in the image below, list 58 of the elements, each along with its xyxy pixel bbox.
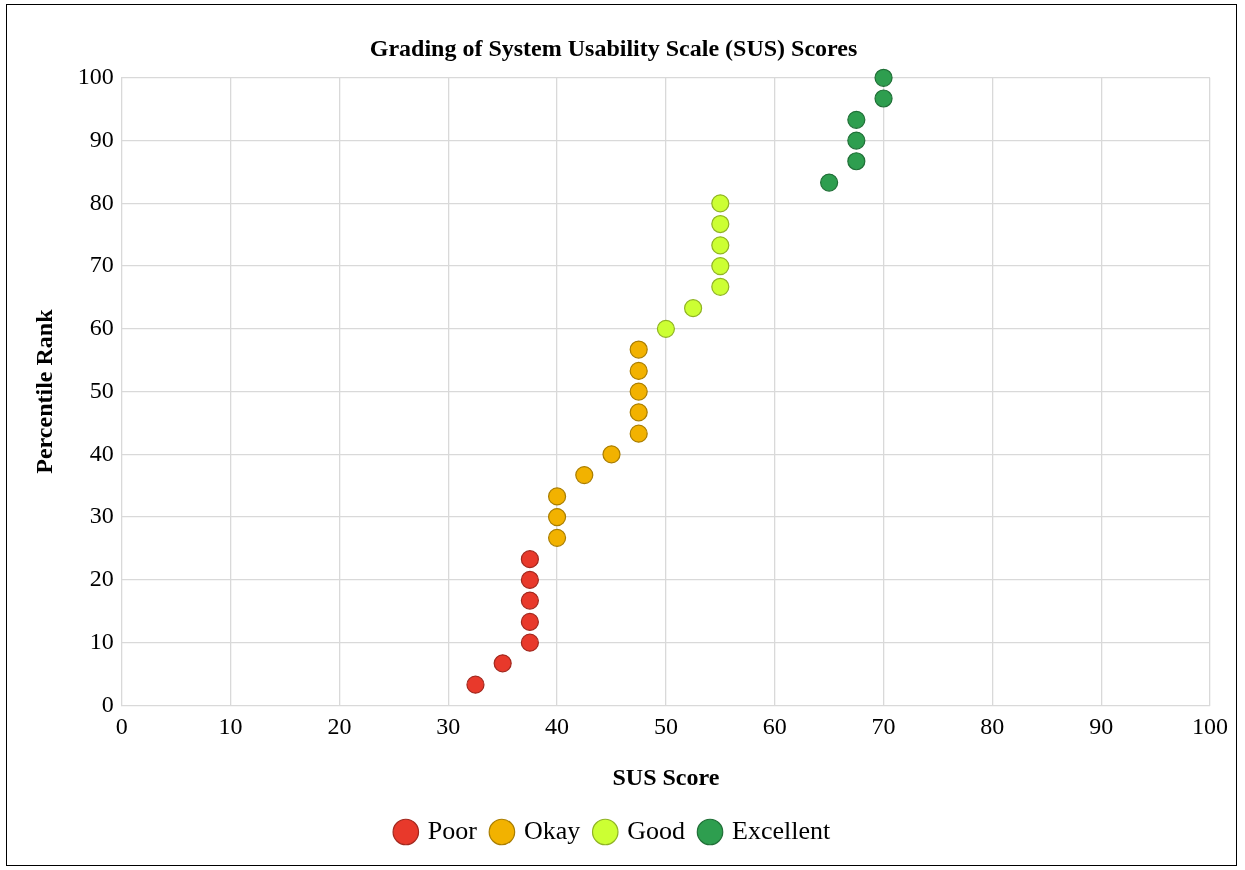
legend-label: Poor	[427, 815, 478, 845]
legend-label: Good	[627, 815, 686, 845]
legend-label: Excellent	[732, 815, 831, 845]
point	[575, 465, 594, 485]
point	[847, 131, 866, 150]
point	[711, 256, 730, 276]
y-tick-label: 90	[89, 125, 114, 152]
point	[547, 487, 567, 506]
point	[629, 424, 648, 443]
y-tick-label: 20	[89, 565, 114, 592]
y-tick-label: 40	[89, 439, 114, 466]
point	[520, 633, 539, 652]
point	[520, 612, 539, 632]
x-tick-label: 60	[762, 713, 787, 740]
y-tick-label: 60	[89, 314, 114, 341]
point	[602, 445, 621, 464]
point	[684, 299, 703, 318]
point	[520, 570, 539, 589]
point	[520, 550, 539, 569]
y-tick-label: 0	[101, 690, 114, 717]
y-tick-label: 10	[89, 627, 114, 654]
x-tick-label: 40	[545, 713, 570, 740]
point	[847, 110, 866, 129]
legend-label: Okay	[523, 815, 581, 845]
y-tick-label: 100	[77, 63, 114, 90]
x-tick-label: 30	[436, 713, 461, 740]
x-axis-title: SUS Score	[612, 763, 720, 790]
point	[629, 361, 648, 380]
x-tick-label: 10	[218, 713, 243, 740]
point	[656, 319, 675, 338]
x-tick-label: 50	[653, 713, 678, 740]
y-axis-title: Percentile Rank	[30, 308, 57, 474]
x-tick-label: 80	[980, 713, 1005, 740]
x-tick-label: 90	[1089, 713, 1114, 740]
point	[629, 382, 648, 401]
point	[547, 528, 567, 547]
x-tick-label: 100	[1192, 713, 1228, 740]
chart-title: Grading of System Usability Scale (SUS) Scores	[369, 34, 858, 61]
y-tick-label: 50	[89, 376, 114, 403]
point	[874, 89, 893, 108]
point	[629, 403, 648, 422]
point	[874, 68, 893, 87]
point	[493, 654, 512, 673]
y-tick-label: 80	[89, 188, 114, 215]
point	[711, 194, 730, 213]
x-tick-label: 20	[327, 713, 352, 740]
point	[820, 173, 839, 192]
point	[847, 152, 866, 171]
y-tick-label: 30	[89, 502, 114, 529]
x-tick-label: 70	[871, 713, 896, 740]
y-tick-label: 70	[89, 251, 114, 278]
point	[711, 277, 730, 296]
point	[711, 214, 730, 234]
point	[466, 675, 485, 694]
point	[520, 591, 539, 610]
point	[547, 508, 567, 527]
point	[711, 236, 730, 255]
point	[629, 340, 648, 359]
